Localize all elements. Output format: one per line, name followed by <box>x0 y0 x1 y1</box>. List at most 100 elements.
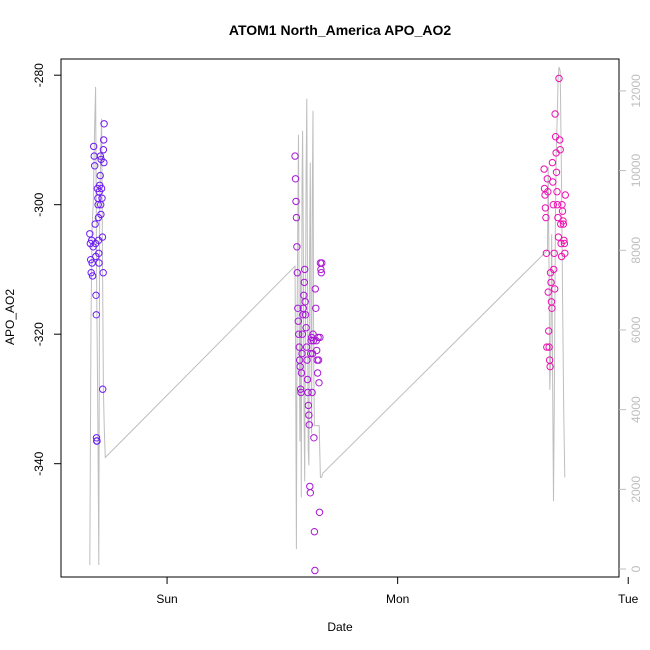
data-point <box>306 489 314 497</box>
data-point <box>558 207 567 215</box>
data-point <box>99 146 108 154</box>
data-point <box>315 508 324 516</box>
data-point <box>551 133 560 141</box>
data-point <box>303 356 311 364</box>
data-point <box>312 304 320 312</box>
data-point <box>98 194 106 202</box>
data-point <box>93 437 101 445</box>
data-point <box>87 256 95 264</box>
data-point <box>543 343 551 351</box>
point-series <box>86 74 569 575</box>
data-point <box>99 269 107 277</box>
data-point <box>560 236 568 245</box>
data-point <box>304 388 312 397</box>
data-point <box>298 330 307 338</box>
data-point <box>297 388 305 397</box>
data-point <box>92 434 101 442</box>
data-point <box>99 385 107 393</box>
data-point <box>291 152 299 160</box>
data-point <box>307 337 315 345</box>
data-point <box>314 356 323 364</box>
data-point <box>550 265 558 274</box>
data-point <box>308 388 316 397</box>
data-point <box>550 249 558 258</box>
x-tick-label: Sun <box>156 592 177 606</box>
data-point <box>551 110 559 118</box>
data-point <box>291 175 300 183</box>
data-point <box>541 204 550 212</box>
data-point <box>305 421 313 429</box>
data-point <box>560 239 569 248</box>
data-point <box>313 369 322 377</box>
y2-tick-label: 4000 <box>629 396 643 423</box>
data-point <box>545 343 553 351</box>
plot-frame <box>60 58 620 578</box>
y-axis-label: APO_AO2 <box>3 289 17 345</box>
data-point <box>547 278 555 287</box>
data-point <box>310 434 318 442</box>
data-point <box>307 349 315 358</box>
data-point <box>301 298 309 306</box>
data-point <box>559 217 567 225</box>
data-point <box>91 220 99 228</box>
data-point <box>554 213 562 222</box>
chart-title: ATOM1 North_America APO_AO2 <box>229 22 451 38</box>
data-point <box>561 249 569 258</box>
y-tick-label: -300 <box>32 192 46 216</box>
data-point <box>293 269 301 277</box>
data-point <box>313 346 321 355</box>
data-point <box>552 168 561 177</box>
y-tick-label: -340 <box>32 451 46 475</box>
data-point <box>548 304 556 312</box>
data-point <box>293 243 301 251</box>
data-point <box>100 158 108 167</box>
data-point <box>561 191 569 199</box>
data-point <box>295 343 303 351</box>
data-point <box>97 184 106 193</box>
y2-tick-label: 12000 <box>629 74 643 108</box>
data-point <box>556 136 564 144</box>
data-point <box>551 285 559 293</box>
series-line <box>89 66 566 566</box>
data-point <box>100 136 108 144</box>
y-tick-label: -320 <box>32 322 46 346</box>
x-tick-label: Mon <box>386 592 409 606</box>
y2-tick-label: 10000 <box>629 154 643 188</box>
data-point <box>542 249 551 258</box>
data-point <box>94 201 102 209</box>
data-point <box>310 528 319 536</box>
data-point <box>295 330 303 338</box>
data-point <box>302 324 310 332</box>
data-point <box>559 220 568 228</box>
data-point <box>542 213 550 222</box>
data-point <box>546 362 554 371</box>
data-point <box>553 201 562 209</box>
data-point <box>98 233 107 241</box>
data-point <box>315 379 323 387</box>
data-point <box>97 210 105 219</box>
data-point <box>299 304 307 312</box>
data-point <box>92 291 100 299</box>
data-point <box>318 259 326 267</box>
y2-tick-label: 0 <box>629 565 643 572</box>
data-point <box>549 201 557 209</box>
data-point <box>302 343 311 351</box>
data-point <box>306 482 314 491</box>
data-point <box>301 311 310 319</box>
data-point <box>297 369 306 377</box>
data-point <box>95 249 103 258</box>
data-point <box>311 566 319 575</box>
line-series <box>89 66 566 566</box>
y2-tick-label: 6000 <box>629 316 643 343</box>
data-point <box>548 158 557 167</box>
x-axis-label: Date <box>327 620 353 634</box>
data-point <box>301 265 309 274</box>
data-point <box>543 175 551 183</box>
data-point <box>296 385 305 393</box>
data-point <box>96 152 105 160</box>
data-point <box>88 272 97 280</box>
data-point <box>554 233 563 241</box>
data-point <box>316 333 324 342</box>
data-point <box>317 269 325 277</box>
